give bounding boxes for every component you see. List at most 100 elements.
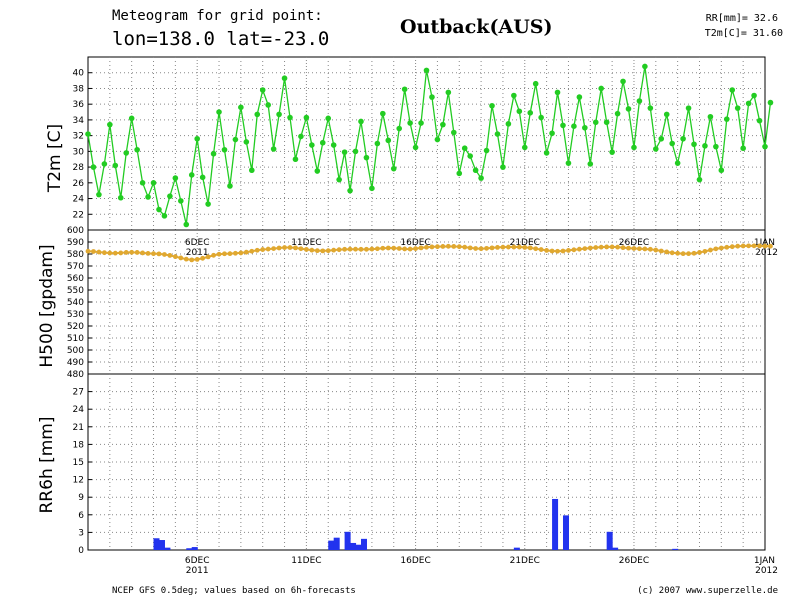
t2m-point	[620, 78, 626, 85]
t2m-point	[347, 187, 353, 194]
t2m-point	[369, 185, 375, 192]
t2m-point	[298, 133, 304, 140]
t2m-point	[205, 201, 211, 207]
t2m-ylabel: T2m [C]	[45, 124, 65, 193]
y-tick-label: 0	[78, 546, 84, 556]
h500-point	[571, 247, 577, 253]
t2m-point	[521, 144, 528, 151]
t2m-point	[123, 150, 130, 156]
h500-point	[435, 244, 440, 250]
t2m-point	[101, 161, 108, 167]
h500-point	[637, 246, 642, 252]
h500-point	[680, 251, 686, 257]
y-tick-label: 6	[78, 511, 84, 521]
t2m-point	[128, 115, 135, 122]
h500-point	[478, 246, 484, 252]
t2m-point	[248, 167, 255, 174]
t2m-point	[292, 156, 299, 163]
h500-point	[500, 244, 506, 250]
t2m-point	[740, 145, 746, 152]
t2m-point	[543, 150, 550, 156]
t2m-point	[412, 144, 419, 151]
y-tick-label: 40	[73, 69, 85, 79]
y-tick-label: 22	[73, 210, 84, 220]
h500-point	[101, 250, 107, 256]
h500-point	[675, 250, 681, 256]
y-tick-label: 3	[78, 528, 84, 538]
h500-point	[598, 244, 604, 250]
t2m-point	[374, 140, 381, 147]
h500-point	[615, 244, 620, 250]
h500-point	[647, 246, 653, 252]
rr6h-panel: 0 3 6 9 12 15 18 21 24 27 6DEC 11DEC 16DEC 21DEC 26DEC…	[73, 373, 778, 576]
t2m-point	[489, 102, 495, 109]
h500-point	[140, 250, 145, 256]
y-tick-label: 500	[67, 346, 84, 356]
h500-ylabel: H500 [gpdam]	[37, 244, 57, 367]
h500-point	[609, 244, 615, 250]
t2m-point	[467, 153, 473, 159]
y-tick-label: 560	[67, 274, 84, 284]
t2m-point	[614, 110, 621, 117]
h500-point	[768, 243, 773, 249]
y-tick-label: 15	[73, 458, 84, 468]
h500-point	[691, 250, 697, 256]
y-tick-label: 480	[67, 370, 84, 380]
y-tick-label: 510	[67, 334, 84, 344]
t2m-point	[90, 164, 97, 170]
h500-point	[740, 243, 746, 249]
t2m-point	[96, 191, 102, 198]
t2m-point	[330, 142, 337, 148]
h500-point	[238, 250, 244, 256]
h500-point	[664, 249, 670, 255]
t2m-point	[576, 94, 583, 100]
t2m-point	[352, 148, 359, 155]
rr6h-bar	[612, 547, 619, 550]
rr6h-bar	[344, 531, 351, 550]
h500-point	[729, 244, 735, 250]
t2m-point	[407, 120, 413, 126]
t2m-point	[674, 160, 681, 166]
t2m-point	[380, 110, 386, 117]
h500-point	[402, 246, 408, 252]
t2m-point	[713, 143, 719, 150]
h500-point	[233, 250, 238, 256]
h500-point	[85, 248, 91, 254]
h500-point	[260, 247, 266, 252]
h500-point	[385, 245, 391, 251]
h500-point	[107, 250, 113, 256]
y-tick-label: 32	[73, 132, 84, 142]
h500-point	[424, 244, 429, 250]
h500-point	[396, 246, 402, 251]
h500-point	[582, 246, 588, 252]
t2m-point	[767, 99, 774, 106]
h500-point	[445, 243, 451, 249]
h500-point	[369, 246, 375, 252]
rr6h-bar	[333, 537, 340, 550]
h500-point	[511, 244, 517, 250]
t2m-point	[723, 116, 730, 122]
t2m-point	[259, 87, 266, 93]
rr6h-bar	[355, 544, 362, 550]
h500-point	[658, 248, 664, 254]
t2m-point	[325, 115, 332, 122]
t2m-point	[538, 114, 544, 121]
rr6h-bar	[552, 498, 559, 550]
t2m-point	[336, 176, 342, 183]
date-label: 21DEC	[510, 556, 540, 566]
h500-point	[505, 244, 511, 250]
t2m-point	[718, 167, 725, 174]
t2m-point	[516, 108, 523, 115]
t2m-point	[183, 221, 190, 228]
t2m-point	[756, 117, 763, 124]
y-tick-label: 600	[67, 226, 84, 236]
h500-point	[123, 250, 129, 255]
h500-point	[576, 246, 582, 252]
t2m-point	[150, 180, 157, 186]
h500-panel: 480 490 500 510 520 530 540 550 560 570 580 590 600	[67, 226, 773, 380]
h500-point	[484, 245, 489, 251]
h500-point	[516, 244, 522, 250]
y-tick-label: 490	[67, 358, 84, 368]
